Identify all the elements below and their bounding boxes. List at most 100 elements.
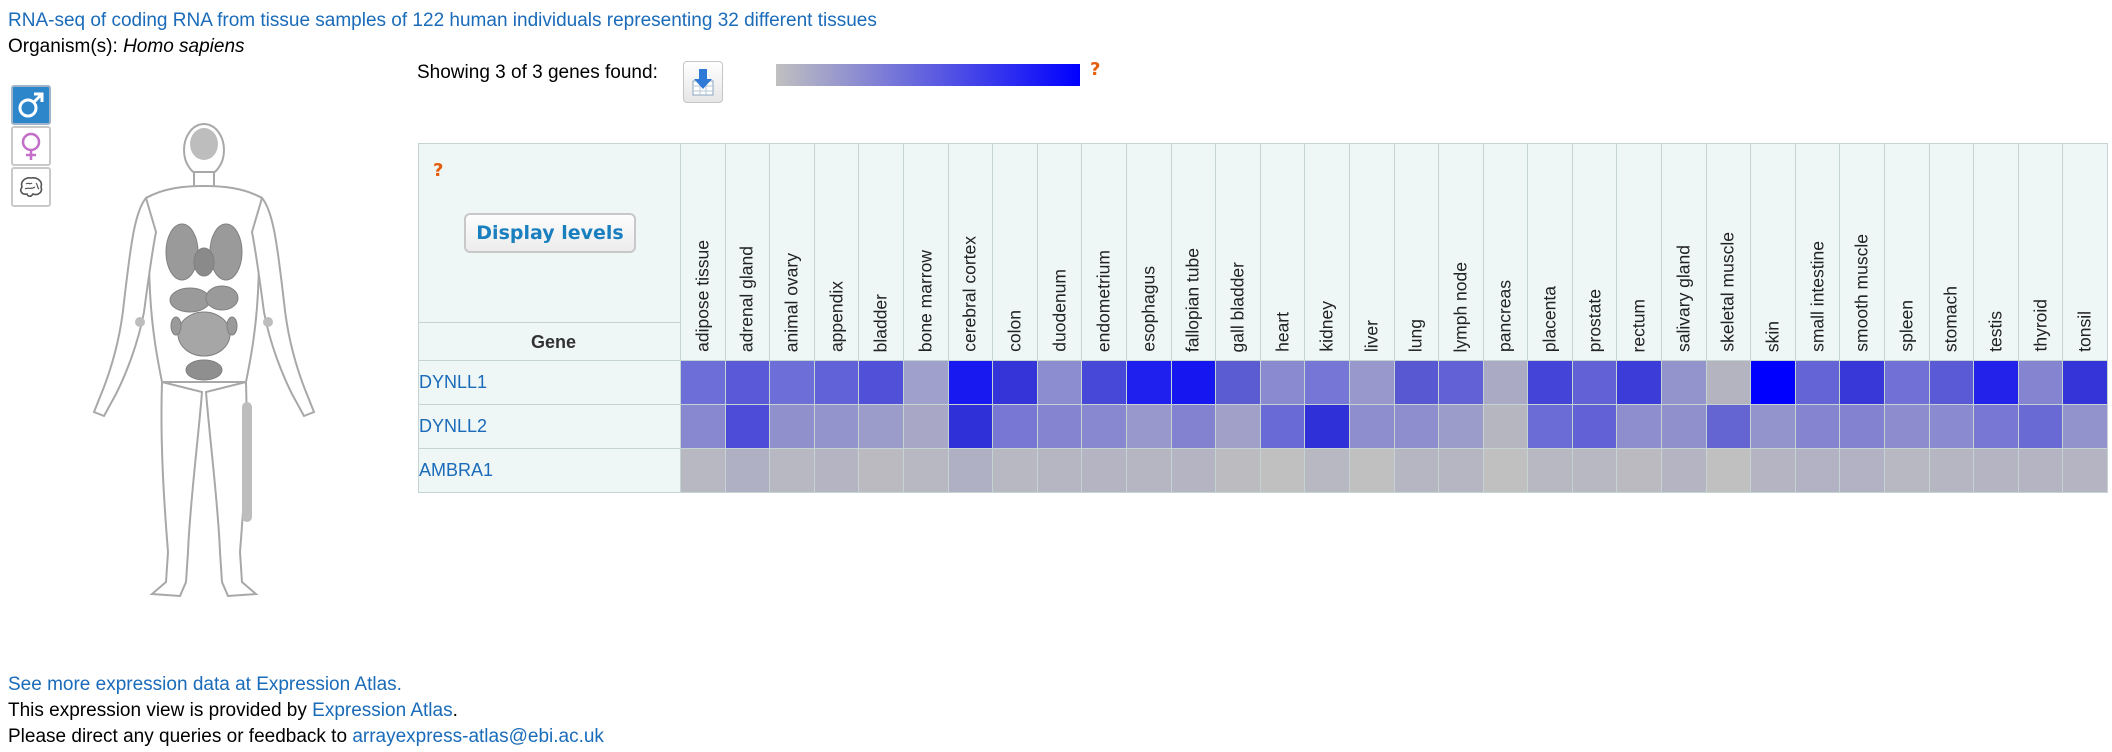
expression-cell[interactable] bbox=[1482, 448, 1529, 493]
expression-cell[interactable] bbox=[1259, 404, 1306, 449]
expression-cell[interactable] bbox=[1393, 404, 1440, 449]
tissue-column-header[interactable]: esophagus bbox=[1125, 143, 1172, 361]
experiment-title-link[interactable]: RNA-seq of coding RNA from tissue sample… bbox=[8, 10, 877, 31]
expression-cell[interactable] bbox=[1750, 404, 1796, 449]
expression-cell[interactable] bbox=[1081, 448, 1127, 493]
expression-cell[interactable] bbox=[769, 448, 815, 493]
expression-cell[interactable] bbox=[992, 448, 1038, 493]
expression-cell[interactable] bbox=[1794, 448, 1841, 493]
tissue-column-header[interactable]: rectum bbox=[1616, 143, 1663, 361]
expression-cell[interactable] bbox=[902, 360, 949, 405]
expression-cell[interactable] bbox=[724, 360, 771, 405]
expression-cell[interactable] bbox=[1348, 448, 1395, 493]
tissue-column-header[interactable]: skeletal muscle bbox=[1705, 143, 1752, 361]
expression-atlas-link[interactable]: Expression Atlas bbox=[312, 700, 453, 721]
expression-cell[interactable] bbox=[1884, 360, 1930, 405]
expression-cell[interactable] bbox=[1928, 404, 1975, 449]
expression-cell[interactable] bbox=[1081, 404, 1127, 449]
expression-cell[interactable] bbox=[1527, 360, 1573, 405]
tissue-column-header[interactable]: skin bbox=[1750, 143, 1796, 361]
expression-cell[interactable] bbox=[1527, 404, 1573, 449]
expression-cell[interactable] bbox=[902, 404, 949, 449]
expression-cell[interactable] bbox=[1884, 404, 1930, 449]
tissue-column-header[interactable]: cerebral cortex bbox=[947, 143, 994, 361]
tissue-column-header[interactable]: endometrium bbox=[1081, 143, 1127, 361]
tissue-column-header[interactable]: smooth muscle bbox=[1839, 143, 1886, 361]
tissue-column-header[interactable]: adipose tissue bbox=[680, 143, 726, 361]
expression-cell[interactable] bbox=[1661, 360, 1707, 405]
expression-cell[interactable] bbox=[813, 448, 860, 493]
expression-cell[interactable] bbox=[1973, 360, 2019, 405]
expression-cell[interactable] bbox=[1125, 360, 1172, 405]
expression-cell[interactable] bbox=[2017, 360, 2064, 405]
expression-cell[interactable] bbox=[1170, 448, 1217, 493]
expression-atlas-more-link[interactable]: See more expression data at Expression A… bbox=[8, 674, 402, 695]
heatmap-help-icon[interactable]: ? bbox=[433, 160, 444, 181]
gene-name-link[interactable]: DYNLL2 bbox=[418, 404, 681, 449]
expression-cell[interactable] bbox=[2017, 404, 2064, 449]
tissue-column-header[interactable]: placenta bbox=[1527, 143, 1573, 361]
tissue-column-header[interactable]: adrenal gland bbox=[724, 143, 771, 361]
tissue-column-header[interactable]: heart bbox=[1259, 143, 1306, 361]
expression-cell[interactable] bbox=[1438, 448, 1484, 493]
expression-cell[interactable] bbox=[1616, 360, 1663, 405]
download-button[interactable] bbox=[683, 61, 723, 103]
tissue-column-header[interactable]: gall bladder bbox=[1215, 143, 1261, 361]
expression-cell[interactable] bbox=[1482, 360, 1529, 405]
expression-cell[interactable] bbox=[1661, 448, 1707, 493]
contact-email-link[interactable]: arrayexpress-atlas@ebi.ac.uk bbox=[352, 726, 604, 747]
expression-cell[interactable] bbox=[1393, 448, 1440, 493]
expression-cell[interactable] bbox=[1750, 360, 1796, 405]
expression-cell[interactable] bbox=[1170, 404, 1217, 449]
tissue-column-header[interactable]: salivary gland bbox=[1661, 143, 1707, 361]
legend-help-icon[interactable]: ? bbox=[1090, 59, 1101, 80]
expression-cell[interactable] bbox=[1259, 360, 1306, 405]
expression-cell[interactable] bbox=[1705, 404, 1752, 449]
expression-cell[interactable] bbox=[680, 360, 726, 405]
expression-cell[interactable] bbox=[1571, 360, 1618, 405]
expression-cell[interactable] bbox=[1304, 448, 1350, 493]
expression-cell[interactable] bbox=[769, 404, 815, 449]
tissue-column-header[interactable]: small intestine bbox=[1794, 143, 1841, 361]
tissue-column-header[interactable]: spleen bbox=[1884, 143, 1930, 361]
tissue-column-header[interactable]: bone marrow bbox=[902, 143, 949, 361]
expression-cell[interactable] bbox=[1705, 448, 1752, 493]
expression-cell[interactable] bbox=[813, 360, 860, 405]
brain-anatomogram-button[interactable] bbox=[11, 167, 51, 207]
expression-cell[interactable] bbox=[1839, 448, 1886, 493]
expression-cell[interactable] bbox=[1616, 448, 1663, 493]
expression-cell[interactable] bbox=[1839, 360, 1886, 405]
tissue-column-header[interactable]: colon bbox=[992, 143, 1038, 361]
gene-name-link[interactable]: DYNLL1 bbox=[418, 360, 681, 405]
tissue-column-header[interactable]: animal ovary bbox=[769, 143, 815, 361]
expression-cell[interactable] bbox=[947, 448, 994, 493]
display-levels-button[interactable]: Display levels bbox=[464, 213, 636, 253]
expression-cell[interactable] bbox=[858, 404, 904, 449]
expression-cell[interactable] bbox=[1839, 404, 1886, 449]
expression-cell[interactable] bbox=[1215, 404, 1261, 449]
expression-cell[interactable] bbox=[1348, 404, 1395, 449]
expression-cell[interactable] bbox=[2062, 360, 2108, 405]
tissue-column-header[interactable]: thyroid bbox=[2017, 143, 2064, 361]
expression-cell[interactable] bbox=[992, 404, 1038, 449]
expression-cell[interactable] bbox=[1527, 448, 1573, 493]
male-anatomogram-button[interactable] bbox=[11, 85, 51, 125]
expression-cell[interactable] bbox=[1348, 360, 1395, 405]
expression-cell[interactable] bbox=[1036, 360, 1083, 405]
tissue-column-header[interactable]: prostate bbox=[1571, 143, 1618, 361]
expression-cell[interactable] bbox=[947, 360, 994, 405]
tissue-column-header[interactable]: fallopian tube bbox=[1170, 143, 1217, 361]
expression-cell[interactable] bbox=[1928, 448, 1975, 493]
tissue-column-header[interactable]: duodenum bbox=[1036, 143, 1083, 361]
tissue-column-header[interactable]: bladder bbox=[858, 143, 904, 361]
expression-cell[interactable] bbox=[1661, 404, 1707, 449]
expression-cell[interactable] bbox=[992, 360, 1038, 405]
expression-cell[interactable] bbox=[2062, 448, 2108, 493]
expression-cell[interactable] bbox=[902, 448, 949, 493]
expression-cell[interactable] bbox=[680, 448, 726, 493]
expression-cell[interactable] bbox=[1794, 404, 1841, 449]
expression-cell[interactable] bbox=[813, 404, 860, 449]
expression-cell[interactable] bbox=[1393, 360, 1440, 405]
tissue-column-header[interactable]: lymph node bbox=[1438, 143, 1484, 361]
expression-cell[interactable] bbox=[1616, 404, 1663, 449]
